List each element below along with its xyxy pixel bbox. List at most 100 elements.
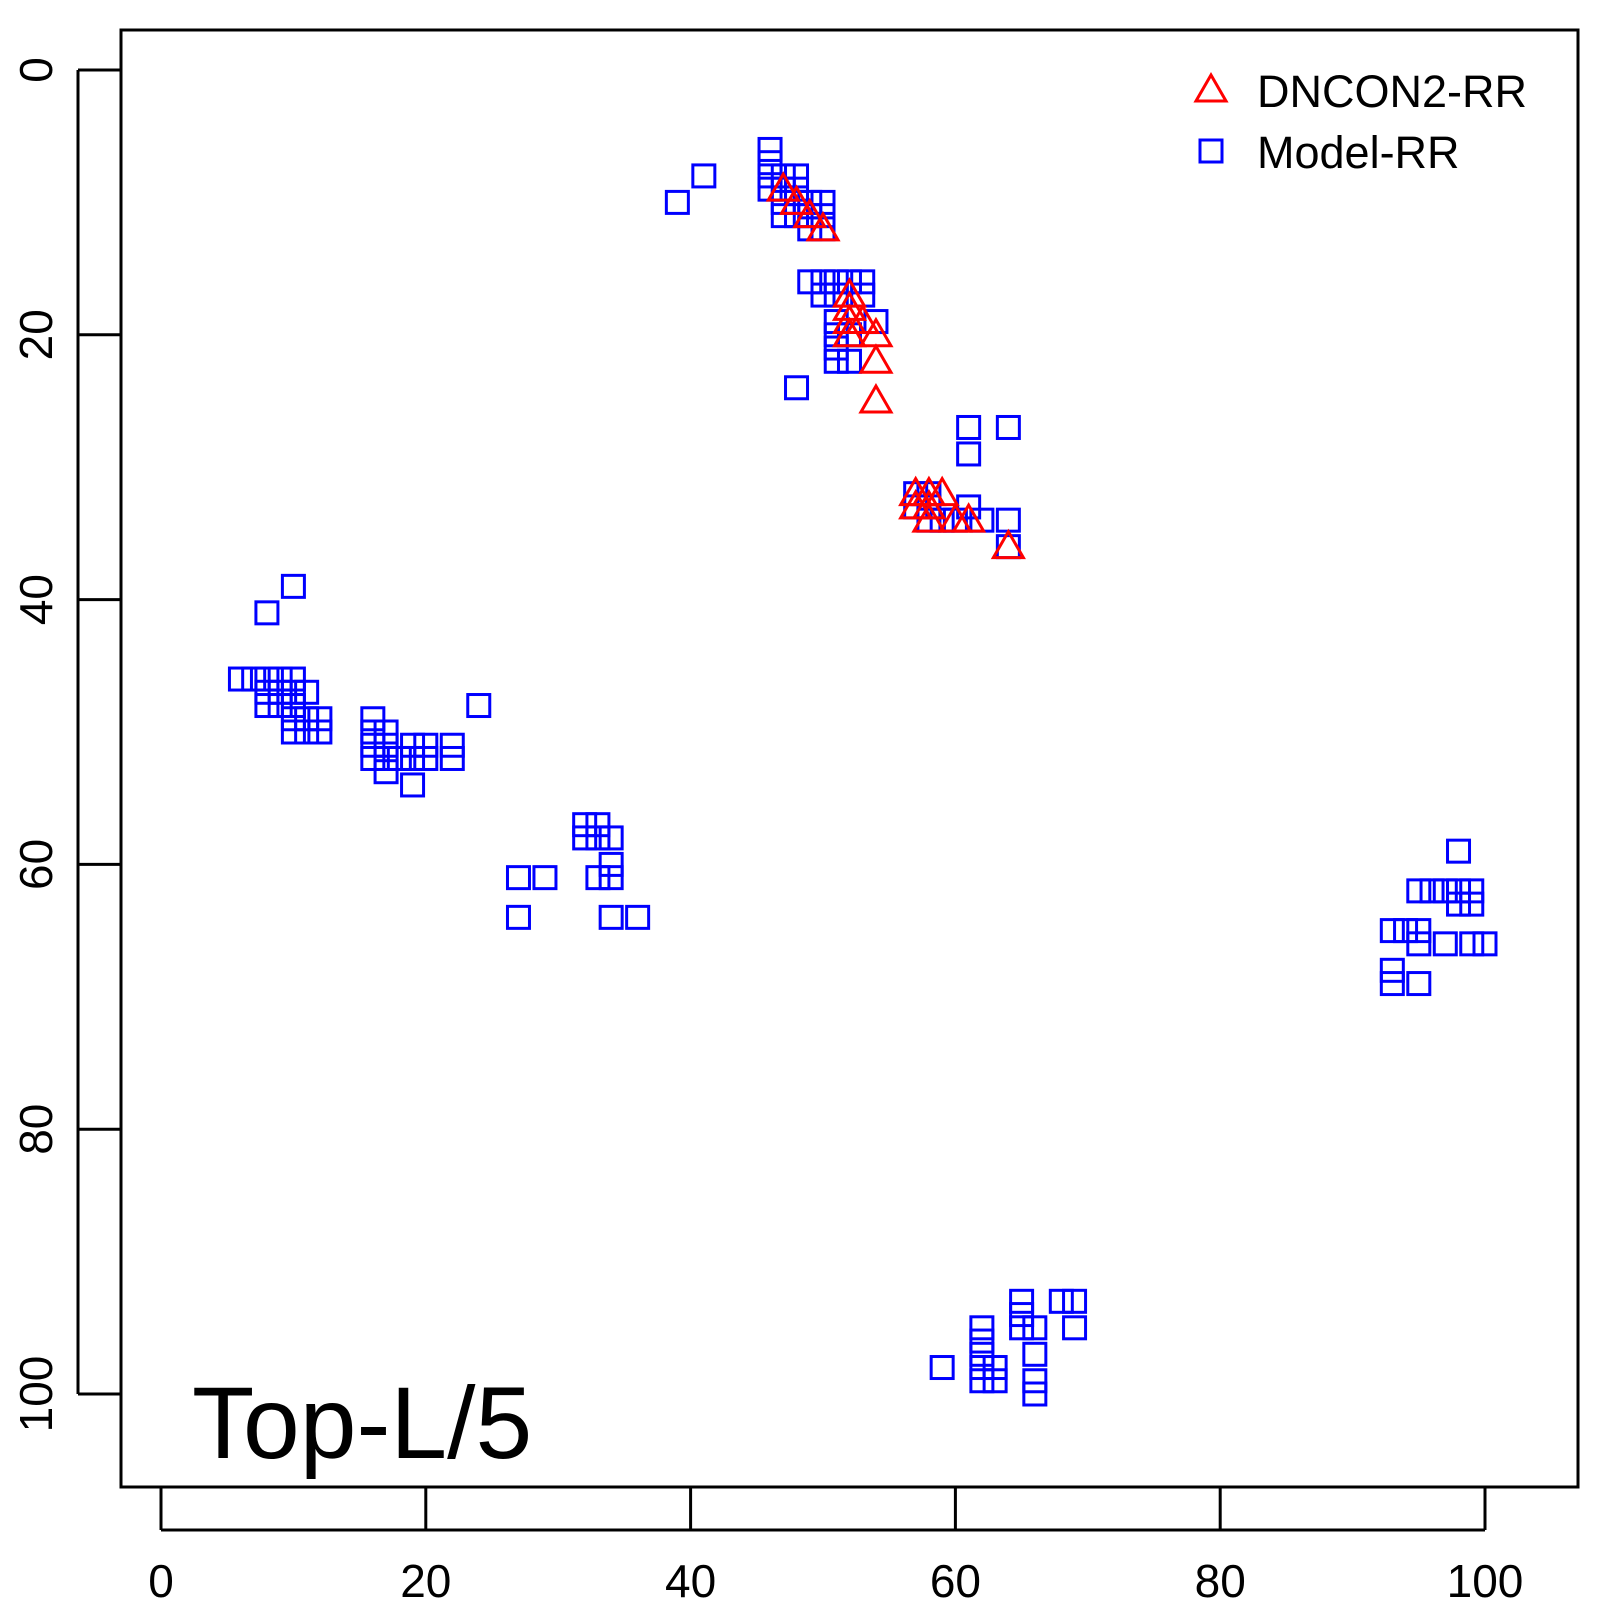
model-rr-point <box>969 1355 995 1381</box>
model-rr-point <box>770 163 796 189</box>
model-rr-point <box>1379 918 1405 944</box>
model-rr-point <box>1406 878 1432 904</box>
model-rr-point <box>267 693 293 719</box>
model-rr-point <box>439 745 465 771</box>
model-rr-point <box>598 904 624 930</box>
model-rr-point <box>1009 1288 1035 1314</box>
model-rr-point <box>1062 1288 1088 1314</box>
model-rr-point <box>294 706 320 732</box>
dncon2-rr-point <box>911 488 947 520</box>
legend-label-model: Model-RR <box>1257 127 1460 178</box>
model-rr-point <box>823 348 849 374</box>
x-axis: 0 20 40 60 80 100 <box>148 1487 1523 1600</box>
model-rr-point <box>784 375 810 401</box>
model-rr-point <box>1022 1315 1048 1341</box>
y-tick-label: 60 <box>10 839 62 890</box>
model-rr-point <box>1446 891 1472 917</box>
model-rr-point <box>585 812 611 838</box>
model-rr-point <box>969 1368 995 1394</box>
model-rr-point <box>1009 1302 1035 1328</box>
legend-label-dncon2: DNCON2-RR <box>1257 66 1527 117</box>
model-rr-point <box>254 679 280 705</box>
model-rr-point <box>956 441 982 467</box>
model-rr-point <box>227 666 253 692</box>
model-rr-point <box>810 282 836 308</box>
model-rr-point <box>995 414 1021 440</box>
dncon2-rr-point <box>858 382 894 414</box>
model-rr-point <box>1009 1315 1035 1341</box>
model-rr-point <box>505 904 531 930</box>
model-rr-point <box>770 203 796 229</box>
model-rr-point <box>1379 971 1405 997</box>
model-rr-point <box>294 679 320 705</box>
model-rr-point <box>969 1315 995 1341</box>
dncon2-rr-point <box>765 171 801 202</box>
model-rr-point <box>373 745 399 771</box>
y-tick-label: 40 <box>10 574 62 625</box>
model-rr-point <box>598 865 624 891</box>
model-rr-point <box>1459 931 1485 957</box>
plot-frame <box>119 28 1580 1489</box>
model-rr-point <box>254 666 280 692</box>
model-rr-point <box>254 600 280 626</box>
model-rr-point <box>294 719 320 745</box>
model-rr-point <box>400 772 426 798</box>
model-rr-point <box>956 414 982 440</box>
legend-square-icon <box>1198 138 1224 164</box>
x-tick-label: 40 <box>665 1555 716 1600</box>
model-rr-point <box>982 1368 1008 1394</box>
model-rr-point <box>360 719 386 745</box>
model-rr-point <box>505 865 531 891</box>
model-rr-point <box>969 1328 995 1354</box>
model-rr-point <box>572 825 598 851</box>
model-rr-point <box>929 1355 955 1381</box>
model-rr-point <box>1406 971 1432 997</box>
x-tick-label: 0 <box>148 1555 174 1600</box>
model-rr-point <box>1459 878 1485 904</box>
model-rr-point <box>400 745 426 771</box>
model-rr-point <box>823 335 849 361</box>
y-tick-label: 100 <box>10 1356 62 1433</box>
model-rr-point <box>1022 1368 1048 1394</box>
x-tick-label: 20 <box>400 1555 451 1600</box>
model-rr-point <box>757 136 783 162</box>
model-rr-point <box>995 507 1021 533</box>
dncon2-rr-point <box>911 502 947 533</box>
model-rr-point <box>664 189 690 215</box>
model-rr-point <box>1379 957 1405 983</box>
model-rr-point <box>307 706 333 732</box>
model-rr-point <box>572 812 598 838</box>
model-rr-point <box>360 706 386 732</box>
model-rr-point <box>241 666 267 692</box>
model-rr-point <box>1022 1381 1048 1407</box>
dncon2-rr-point <box>990 528 1026 560</box>
model-rr-point <box>267 666 293 692</box>
model-rr-point <box>280 679 306 705</box>
model-rr-point <box>810 269 836 295</box>
model-rr-point <box>307 719 333 745</box>
dncon2-rr-point <box>951 502 987 533</box>
y-axis: 0 20 40 60 80 100 <box>10 57 121 1432</box>
series-model-rr <box>227 136 1498 1407</box>
model-rr-point <box>1022 1341 1048 1367</box>
x-tick-label: 60 <box>930 1555 981 1600</box>
model-rr-point <box>1419 878 1445 904</box>
model-rr-point <box>598 825 624 851</box>
series-dncon2-rr <box>765 171 1026 560</box>
legend-triangle-icon <box>1193 71 1229 103</box>
model-rr-point <box>280 719 306 745</box>
x-tick-label: 100 <box>1447 1555 1524 1600</box>
model-rr-point <box>1446 838 1472 864</box>
data-points <box>227 136 1498 1407</box>
model-rr-point <box>360 745 386 771</box>
model-rr-point <box>254 693 280 719</box>
model-rr-point <box>1048 1288 1074 1314</box>
model-rr-point <box>373 719 399 745</box>
model-rr-point <box>400 732 426 758</box>
legend: DNCON2-RR Model-RR <box>1193 66 1527 178</box>
dncon2-rr-point <box>924 475 960 507</box>
model-rr-point <box>757 150 783 176</box>
model-rr-point <box>267 679 293 705</box>
model-rr-point <box>1432 931 1458 957</box>
